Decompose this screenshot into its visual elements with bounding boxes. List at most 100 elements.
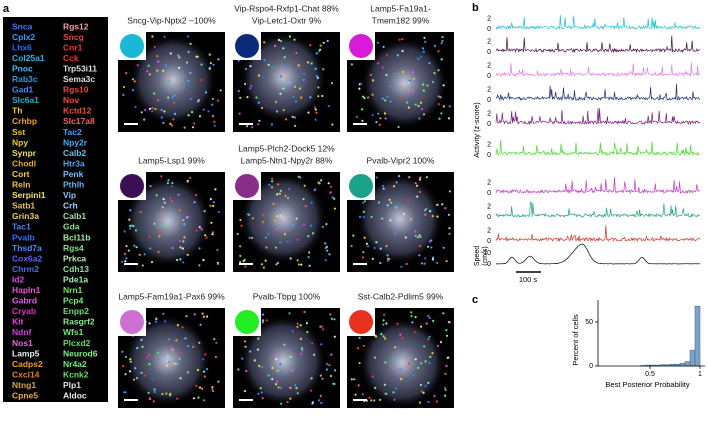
transcript-dot xyxy=(125,257,128,260)
transcript-dot xyxy=(186,371,190,374)
transcript-dot xyxy=(297,64,300,67)
transcript-dot xyxy=(310,377,313,380)
transcript-dot xyxy=(293,116,296,119)
transcript-dot xyxy=(321,94,324,98)
transcript-dot xyxy=(334,369,337,372)
transcript-dot xyxy=(176,324,179,327)
transcript-dot xyxy=(280,402,283,405)
transcript-dot xyxy=(430,246,433,249)
transcript-dot xyxy=(418,234,421,237)
transcript-dot xyxy=(330,82,334,85)
transcript-dot xyxy=(326,39,329,43)
transcript-dot xyxy=(212,201,215,204)
transcript-dot xyxy=(381,97,384,100)
transcript-dot xyxy=(428,316,431,319)
transcript-dot xyxy=(257,101,260,104)
transcript-dot xyxy=(411,71,415,74)
transcript-dot xyxy=(398,38,401,41)
transcript-dot xyxy=(213,120,216,123)
transcript-dot xyxy=(139,211,142,214)
speed-tick-label: 10 xyxy=(483,250,491,257)
transcript-dot xyxy=(408,362,411,365)
transcript-dot xyxy=(371,114,374,117)
transcript-dot xyxy=(381,217,384,220)
transcript-dot xyxy=(311,402,314,405)
transcript-dot xyxy=(177,193,180,196)
transcript-dot xyxy=(420,325,423,328)
transcript-dot xyxy=(198,386,202,389)
transcript-dot xyxy=(148,363,151,366)
transcript-dot xyxy=(148,322,151,325)
transcript-dot xyxy=(423,262,426,265)
transcript-dot xyxy=(428,361,431,365)
type-pie xyxy=(120,34,144,58)
transcript-dot xyxy=(164,64,167,67)
transcript-dot xyxy=(424,384,427,387)
transcript-dot xyxy=(262,220,265,224)
transcript-dot xyxy=(274,246,278,249)
transcript-dot xyxy=(436,344,440,347)
gene-name: Grin3a xyxy=(12,211,39,221)
transcript-dot xyxy=(274,219,277,222)
transcript-dot xyxy=(276,380,279,383)
transcript-dot xyxy=(310,62,313,65)
transcript-dot xyxy=(299,337,302,340)
transcript-dot xyxy=(296,238,299,241)
transcript-dot xyxy=(248,236,251,239)
transcript-dot xyxy=(303,184,306,187)
transcript-dot xyxy=(431,258,434,261)
transcript-dot xyxy=(206,367,209,371)
transcript-dot xyxy=(263,58,266,62)
transcript-dot xyxy=(418,178,421,181)
transcript-dot xyxy=(179,258,182,261)
trace-tick-label: 0 xyxy=(487,49,491,56)
transcript-dot xyxy=(414,182,417,185)
transcript-dot xyxy=(279,39,283,43)
gene-name: Satb1 xyxy=(12,201,35,211)
transcript-dot xyxy=(196,368,200,372)
transcript-dot xyxy=(204,234,207,237)
transcript-dot xyxy=(260,106,264,109)
transcript-dot xyxy=(436,261,439,264)
transcript-dot xyxy=(253,359,256,362)
gene-name: Cnr1 xyxy=(63,42,83,52)
transcript-dot xyxy=(368,396,371,399)
transcript-dot xyxy=(440,42,443,45)
transcript-dot xyxy=(210,221,213,224)
transcript-dot xyxy=(389,85,392,88)
transcript-dot xyxy=(439,341,442,344)
transcript-dot xyxy=(134,367,137,370)
transcript-dot xyxy=(307,111,310,114)
transcript-dot xyxy=(375,176,378,179)
transcript-dot xyxy=(295,51,298,55)
gene-name: Pcp4 xyxy=(63,296,84,306)
transcript-dot xyxy=(321,377,324,380)
transcript-dot xyxy=(381,184,385,188)
type-pie xyxy=(120,310,144,334)
transcript-dot xyxy=(249,65,252,68)
transcript-dot xyxy=(321,325,324,328)
transcript-dot xyxy=(296,325,299,328)
transcript-dot xyxy=(123,252,126,255)
transcript-dot xyxy=(418,117,421,120)
transcript-dot xyxy=(276,215,279,218)
transcript-dot xyxy=(153,388,156,391)
transcript-dot xyxy=(244,340,247,343)
trace-tick-label: 0 xyxy=(487,152,491,159)
transcript-dot xyxy=(199,323,202,326)
transcript-dot xyxy=(317,181,320,184)
cell-soma xyxy=(355,172,444,265)
transcript-dot xyxy=(181,70,184,73)
transcript-dot xyxy=(412,374,415,377)
transcript-dot xyxy=(183,126,186,129)
transcript-dot xyxy=(149,398,152,401)
transcript-dot xyxy=(260,263,264,266)
transcript-dot xyxy=(356,347,360,350)
transcript-dot xyxy=(427,400,430,404)
transcript-dot xyxy=(392,185,396,188)
transcript-dot xyxy=(153,222,156,225)
gene-name: Th xyxy=(12,106,22,116)
transcript-dot xyxy=(307,256,310,259)
transcript-dot xyxy=(400,265,403,268)
transcript-dot xyxy=(194,193,198,197)
